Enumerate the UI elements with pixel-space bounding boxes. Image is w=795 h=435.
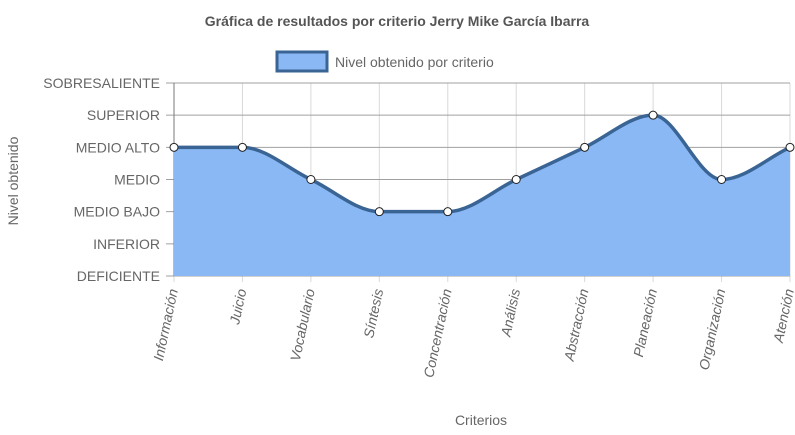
data-point[interactable] (648, 110, 658, 120)
data-point[interactable] (785, 142, 795, 152)
y-tick-label: MEDIO ALTO (76, 139, 160, 155)
y-tick-label: DEFICIENTE (77, 268, 160, 284)
x-axis-label: Criterios (455, 412, 507, 428)
data-point[interactable] (306, 175, 316, 184)
data-point[interactable] (511, 175, 521, 184)
y-tick-label: SUPERIOR (87, 107, 160, 123)
y-tick-label: INFERIOR (93, 236, 160, 252)
x-axis-ticks: Información Juicio Vocabulario Síntesis Conc… (150, 287, 795, 379)
series-line (174, 113, 791, 214)
data-point[interactable] (443, 207, 453, 217)
data-point[interactable] (237, 142, 247, 152)
y-axis-label: Nivel obtenido (5, 136, 21, 225)
x-tick-label: Abstracción (561, 287, 592, 363)
x-tick-label: Vocabulario (287, 287, 318, 362)
y-tick-label: SOBRESALIENTE (43, 75, 160, 91)
x-tick-label: Planeación (630, 287, 660, 358)
data-points (169, 110, 795, 217)
x-tick-label: Organización (696, 287, 729, 371)
y-axis-ticks: DEFICIENTE INFERIOR MEDIO BAJO MEDIO MEDIO A… (43, 75, 160, 284)
data-point[interactable] (580, 142, 590, 152)
x-tick-label: Análisis (497, 287, 523, 339)
legend[interactable]: Nivel obtenido por criterio (275, 50, 494, 73)
legend-swatch (275, 50, 329, 73)
data-point[interactable] (717, 175, 727, 184)
x-tick-label: Concentración (420, 287, 454, 379)
x-tick-label: Síntesis (360, 287, 386, 339)
x-tick-label: Información (150, 287, 181, 362)
y-tick-label: MEDIO BAJO (74, 204, 160, 220)
series-area (174, 113, 791, 277)
x-tick-label: Atención (770, 287, 795, 345)
series-area-fill (174, 115, 790, 277)
chart-title: Gráfica de resultados por criterio Jerry… (205, 13, 590, 29)
data-point[interactable] (374, 207, 384, 217)
data-point[interactable] (169, 142, 179, 152)
y-tick-label: MEDIO (114, 172, 160, 188)
legend-label: Nivel obtenido por criterio (335, 54, 494, 70)
x-tick-label: Juicio (226, 287, 249, 327)
